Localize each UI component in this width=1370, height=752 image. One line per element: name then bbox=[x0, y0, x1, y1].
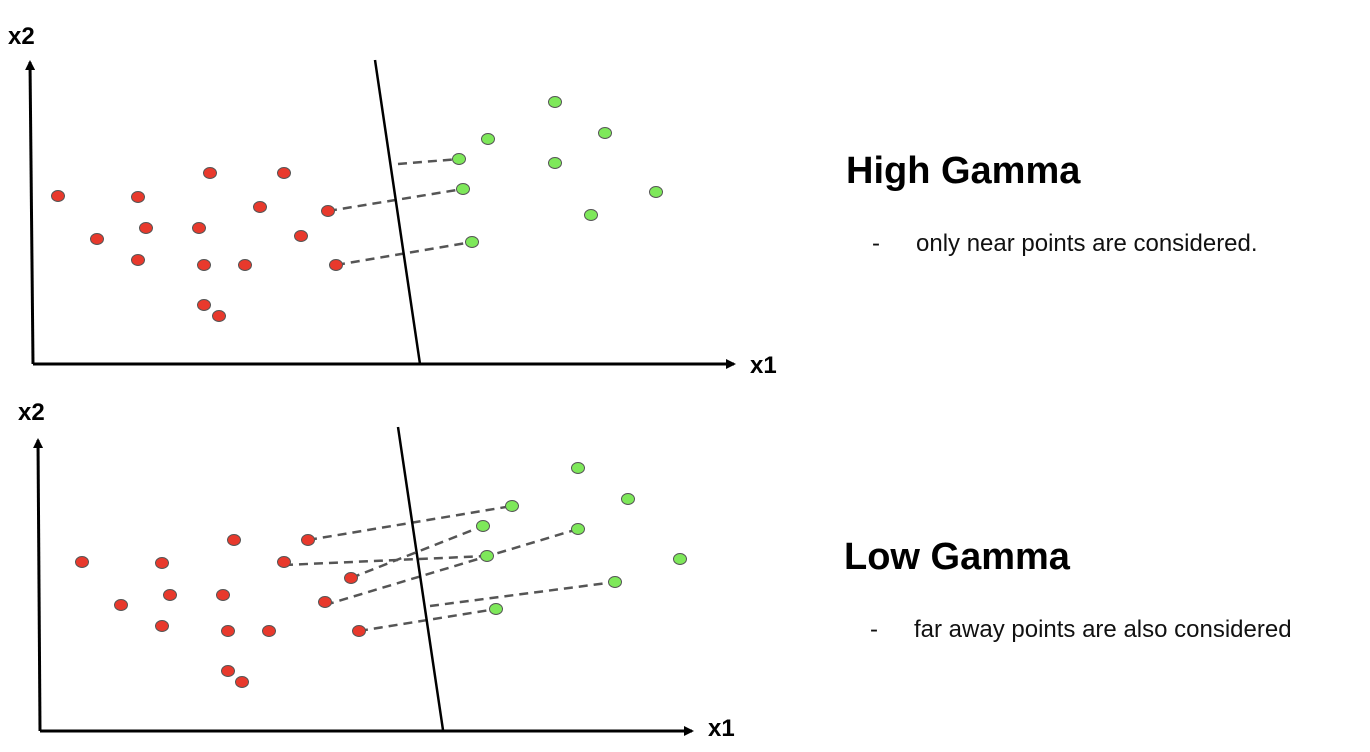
x2-axis bbox=[25, 60, 36, 365]
red-data-point bbox=[155, 620, 169, 632]
dashed-connector bbox=[350, 524, 484, 580]
green-data-point bbox=[598, 127, 612, 139]
green-data-point bbox=[571, 462, 585, 474]
green-data-point bbox=[548, 96, 562, 108]
red-data-point bbox=[139, 222, 153, 234]
red-data-point bbox=[318, 596, 332, 608]
high-gamma-bullet-text: only near points are considered. bbox=[916, 230, 1258, 257]
x1-axis-label: x1 bbox=[750, 352, 777, 379]
green-data-point bbox=[649, 186, 663, 198]
green-data-point bbox=[476, 520, 490, 532]
green-data-point bbox=[489, 603, 503, 615]
data-points bbox=[51, 96, 663, 322]
high-gamma-title: High Gamma bbox=[846, 150, 1081, 192]
green-data-point bbox=[456, 183, 470, 195]
dashed-connector bbox=[358, 607, 497, 633]
red-data-point bbox=[216, 589, 230, 601]
red-data-point bbox=[352, 625, 366, 637]
bullet-dash: - bbox=[870, 616, 878, 643]
green-data-point bbox=[505, 500, 519, 512]
red-data-point bbox=[277, 167, 291, 179]
red-data-point bbox=[321, 205, 335, 217]
x2-axis-label: x2 bbox=[18, 399, 45, 426]
red-data-point bbox=[131, 191, 145, 203]
green-data-point bbox=[481, 133, 495, 145]
high-gamma-bullet: - only near points are considered. bbox=[872, 230, 1258, 258]
red-data-point bbox=[197, 259, 211, 271]
low-gamma-plot: x1 x2 bbox=[18, 399, 735, 742]
connector-lines bbox=[327, 157, 473, 267]
dashed-connector bbox=[397, 157, 460, 166]
green-data-point bbox=[480, 550, 494, 562]
decision-boundary-line bbox=[373, 59, 422, 365]
red-data-point bbox=[329, 259, 343, 271]
dashed-connector bbox=[429, 580, 616, 608]
red-data-point bbox=[238, 259, 252, 271]
red-data-point bbox=[192, 222, 206, 234]
red-data-point bbox=[51, 190, 65, 202]
red-data-point bbox=[131, 254, 145, 266]
red-data-point bbox=[90, 233, 104, 245]
red-data-point bbox=[301, 534, 315, 546]
bullet-dash: - bbox=[872, 230, 880, 257]
red-data-point bbox=[221, 625, 235, 637]
red-data-point bbox=[235, 676, 249, 688]
dashed-connector bbox=[283, 554, 488, 567]
low-gamma-bullet-text: far away points are also considered bbox=[914, 616, 1292, 643]
data-points bbox=[75, 462, 687, 688]
red-data-point bbox=[344, 572, 358, 584]
red-data-point bbox=[212, 310, 226, 322]
green-data-point bbox=[548, 157, 562, 169]
red-data-point bbox=[221, 665, 235, 677]
red-data-point bbox=[227, 534, 241, 546]
red-data-point bbox=[75, 556, 89, 568]
green-data-point bbox=[584, 209, 598, 221]
low-gamma-title: Low Gamma bbox=[844, 536, 1070, 578]
red-data-point bbox=[203, 167, 217, 179]
red-data-point bbox=[262, 625, 276, 637]
green-data-point bbox=[673, 553, 687, 565]
dashed-connector bbox=[307, 504, 513, 542]
high-gamma-plot: x1 x2 bbox=[8, 23, 777, 379]
green-data-point bbox=[608, 576, 622, 588]
green-data-point bbox=[452, 153, 466, 165]
green-data-point bbox=[571, 523, 585, 535]
dashed-connector bbox=[324, 527, 579, 607]
x1-axis-label: x1 bbox=[708, 715, 735, 742]
low-gamma-bullet: - far away points are also considered bbox=[870, 616, 1292, 644]
red-data-point bbox=[197, 299, 211, 311]
green-data-point bbox=[465, 236, 479, 248]
decision-boundary-line bbox=[396, 426, 445, 731]
red-data-point bbox=[277, 556, 291, 568]
green-data-point bbox=[621, 493, 635, 505]
x2-axis-label: x2 bbox=[8, 23, 35, 50]
red-data-point bbox=[294, 230, 308, 242]
red-data-point bbox=[114, 599, 128, 611]
red-data-point bbox=[253, 201, 267, 213]
connector-lines bbox=[283, 504, 616, 633]
red-data-point bbox=[163, 589, 177, 601]
x2-axis bbox=[33, 438, 44, 732]
red-data-point bbox=[155, 557, 169, 569]
